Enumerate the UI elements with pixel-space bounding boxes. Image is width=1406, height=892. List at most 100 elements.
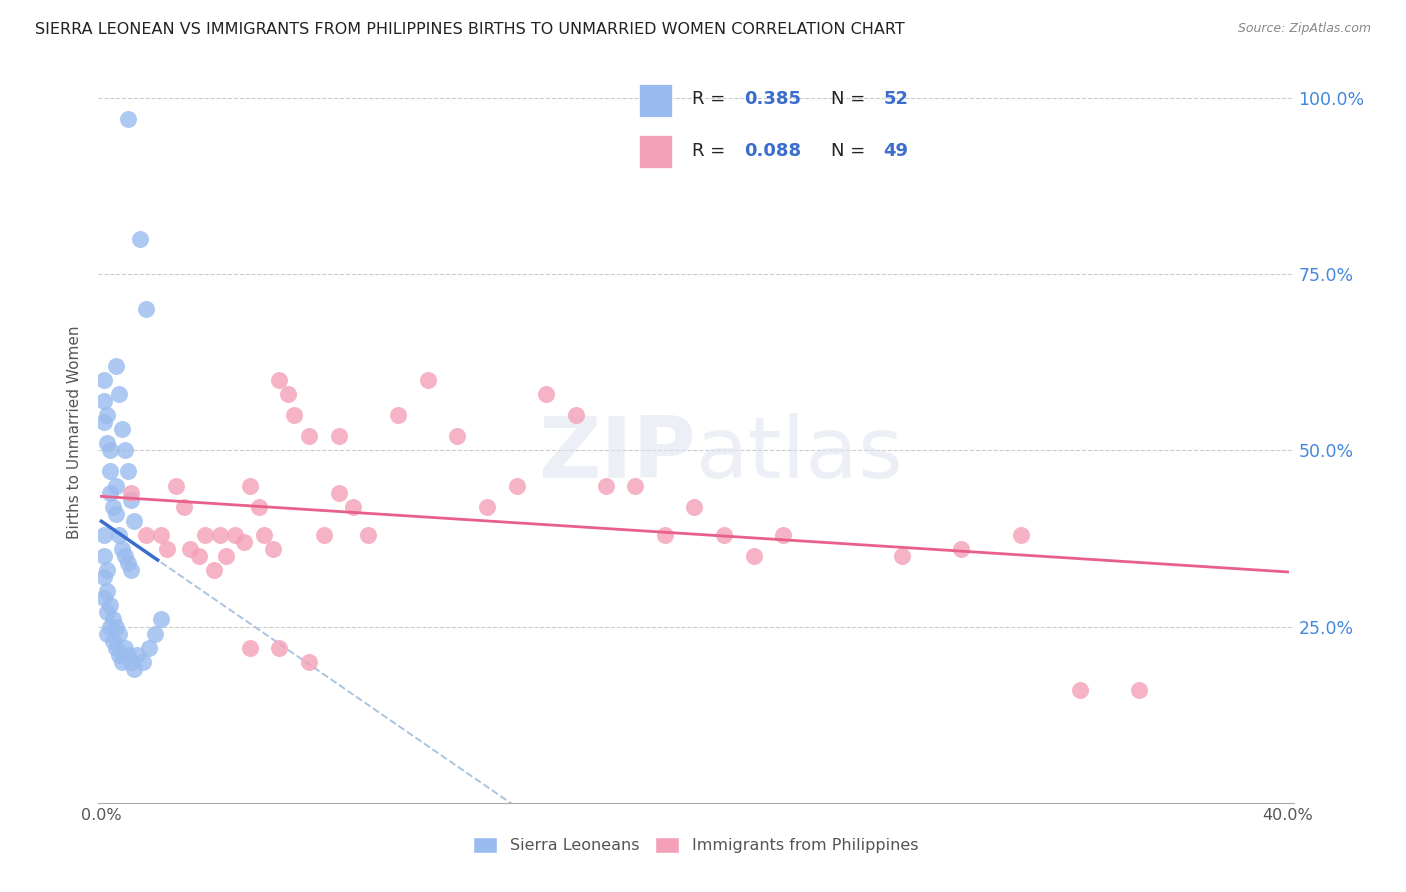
Point [105, 478, 128, 492]
Point [98, 443, 121, 458]
Point [114, 549, 136, 563]
Point [129, 232, 152, 246]
Point [114, 640, 136, 655]
Point [416, 373, 439, 387]
Point [96, 606, 118, 620]
Point [534, 387, 557, 401]
Point [357, 528, 380, 542]
Point [149, 612, 172, 626]
Point [98, 464, 121, 478]
Point [595, 478, 617, 492]
Point [105, 640, 128, 655]
Point [505, 478, 527, 492]
Point [138, 640, 160, 655]
Point [96, 436, 118, 450]
Point [1128, 683, 1150, 698]
Point [277, 387, 299, 401]
Text: SIERRA LEONEAN VS IMMIGRANTS FROM PHILIPPINES BIRTHS TO UNMARRIED WOMEN CORRELAT: SIERRA LEONEAN VS IMMIGRANTS FROM PHILIP… [35, 22, 905, 37]
Text: atlas: atlas [696, 413, 904, 496]
Point [156, 541, 179, 556]
Text: N =: N = [831, 90, 870, 109]
Point [103, 500, 125, 514]
Point [188, 549, 211, 563]
Point [298, 655, 321, 669]
Point [117, 648, 139, 662]
Point [98, 599, 121, 613]
Point [202, 563, 225, 577]
Point [253, 528, 276, 542]
Point [446, 429, 468, 443]
Point [114, 443, 136, 458]
Point [111, 422, 134, 436]
Text: 0.385: 0.385 [745, 90, 801, 109]
Point [105, 359, 128, 373]
Point [232, 535, 254, 549]
Point [239, 640, 262, 655]
Point [120, 485, 142, 500]
Point [98, 485, 121, 500]
Point [1069, 683, 1091, 698]
Point [624, 478, 647, 492]
Text: ZIP: ZIP [538, 413, 696, 496]
Point [208, 528, 231, 542]
Point [165, 478, 187, 492]
Point [93, 591, 115, 606]
FancyBboxPatch shape [638, 136, 672, 168]
Point [194, 528, 217, 542]
Point [654, 528, 676, 542]
Point [475, 500, 498, 514]
Point [122, 514, 145, 528]
Point [312, 528, 335, 542]
Point [120, 492, 142, 507]
Point [125, 648, 148, 662]
Point [387, 408, 409, 422]
Point [96, 563, 118, 577]
Point [122, 662, 145, 676]
Point [117, 112, 139, 126]
Y-axis label: Births to Unmarried Women: Births to Unmarried Women [67, 326, 83, 540]
Point [179, 541, 201, 556]
Point [103, 612, 125, 626]
Point [950, 541, 973, 556]
Point [120, 655, 142, 669]
Point [143, 626, 166, 640]
Point [93, 549, 115, 563]
Point [93, 415, 115, 429]
Point [683, 500, 706, 514]
Point [772, 528, 794, 542]
Point [93, 528, 115, 542]
Point [269, 640, 291, 655]
Point [247, 500, 270, 514]
Point [283, 408, 305, 422]
Point [135, 528, 157, 542]
Point [1010, 528, 1032, 542]
Point [105, 507, 128, 521]
Text: R =: R = [692, 90, 731, 109]
Point [108, 626, 131, 640]
Point [149, 528, 172, 542]
FancyBboxPatch shape [638, 84, 672, 117]
Point [108, 648, 131, 662]
Text: N =: N = [831, 142, 870, 160]
Point [173, 500, 195, 514]
Text: 52: 52 [883, 90, 908, 109]
Point [342, 500, 364, 514]
Point [105, 619, 128, 633]
Point [262, 541, 284, 556]
Point [135, 302, 157, 317]
Text: 0.088: 0.088 [745, 142, 801, 160]
Point [103, 633, 125, 648]
Point [98, 619, 121, 633]
Point [117, 556, 139, 570]
Point [713, 528, 735, 542]
Point [117, 464, 139, 478]
Point [269, 373, 291, 387]
Point [132, 655, 155, 669]
Point [111, 541, 134, 556]
Point [215, 549, 238, 563]
Legend: Sierra Leoneans, Immigrants from Philippines: Sierra Leoneans, Immigrants from Philipp… [465, 829, 927, 862]
Text: Source: ZipAtlas.com: Source: ZipAtlas.com [1237, 22, 1371, 36]
Point [96, 584, 118, 599]
Text: 49: 49 [883, 142, 908, 160]
Point [108, 528, 131, 542]
